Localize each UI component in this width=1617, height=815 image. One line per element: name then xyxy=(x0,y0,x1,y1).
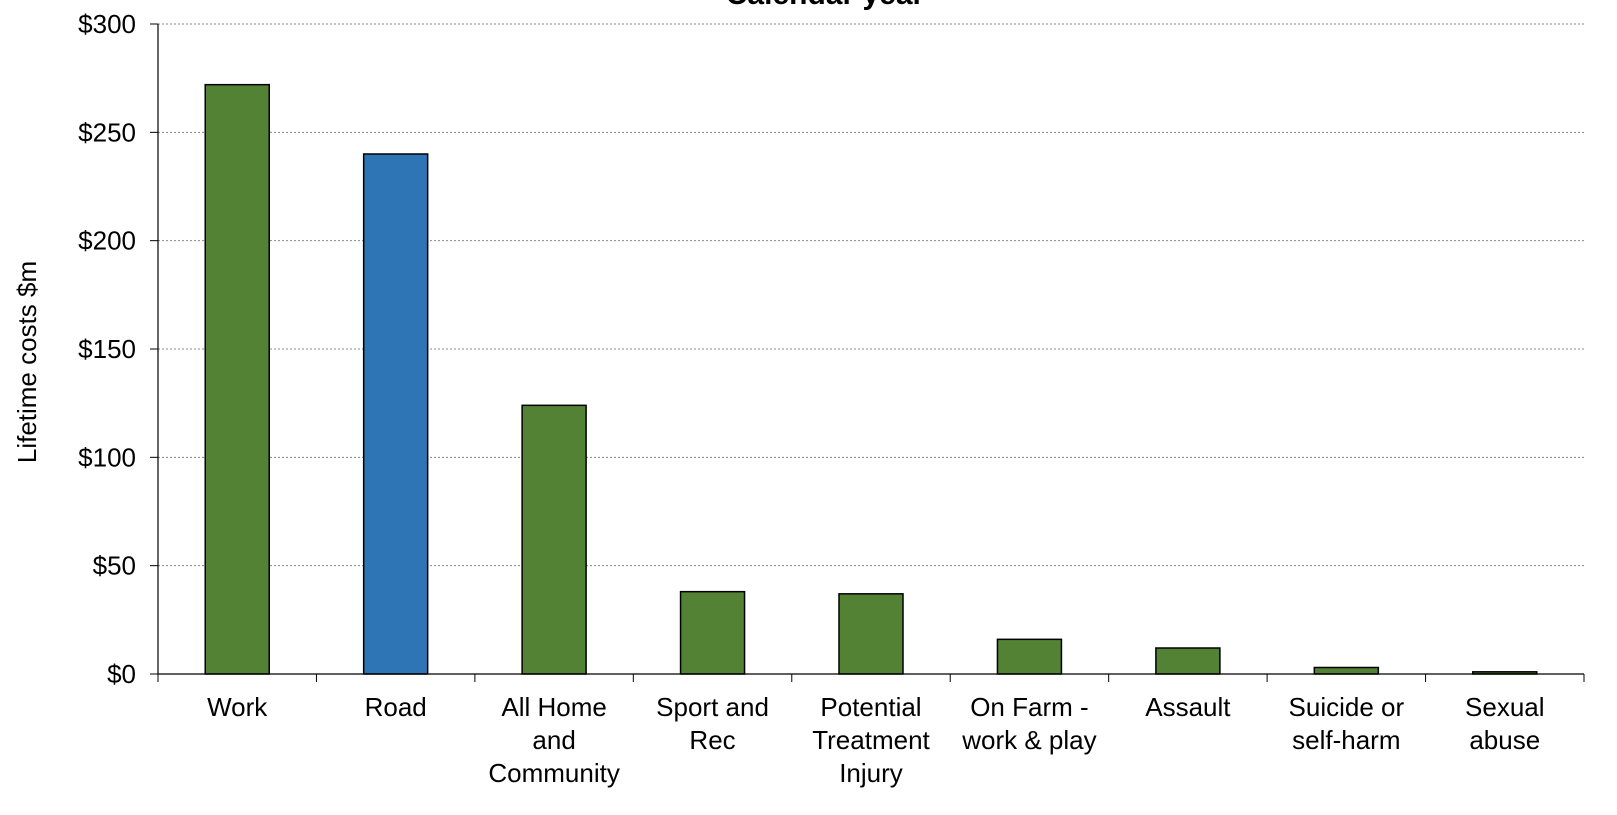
y-tick-label: $150 xyxy=(78,334,136,364)
y-tick-label: $50 xyxy=(93,551,136,581)
y-axis-title: Lifetime costs $m xyxy=(12,261,42,463)
bar xyxy=(362,153,429,675)
bars xyxy=(204,83,1538,675)
y-tick-labels: $0 $50 $100 $150 $200 $250 $300 xyxy=(78,9,136,689)
y-tick-label: $250 xyxy=(78,117,136,147)
y-tick-label: $300 xyxy=(78,9,136,39)
x-tick-label: Assault xyxy=(1145,692,1231,722)
x-tick-label: Potential Treatment Injury xyxy=(812,692,930,788)
bar xyxy=(679,590,746,675)
x-tick-label: All Home and Community xyxy=(488,692,619,788)
x-tick-label: Sexual abuse xyxy=(1465,692,1545,755)
bar xyxy=(1313,666,1380,675)
chart-title: Calendar year xyxy=(726,0,925,11)
bar xyxy=(204,83,270,675)
x-category-labels: Work Road All Home and Community Sport and Rec… xyxy=(207,692,1544,788)
y-tick-label: $0 xyxy=(107,659,136,689)
bar xyxy=(838,593,904,675)
y-tick-label: $100 xyxy=(78,442,136,472)
bar xyxy=(521,404,587,675)
x-tick-label: Road xyxy=(365,692,427,722)
axes xyxy=(150,23,1585,682)
bar xyxy=(1155,647,1221,675)
y-tick-label: $200 xyxy=(78,226,136,256)
bar xyxy=(996,638,1063,675)
x-tick-label: Suicide or self-harm xyxy=(1289,692,1405,755)
x-tick-label: Sport and Rec xyxy=(656,692,769,755)
x-tick-label: On Farm -work & play xyxy=(961,692,1096,755)
x-tick-label: Work xyxy=(207,692,268,722)
